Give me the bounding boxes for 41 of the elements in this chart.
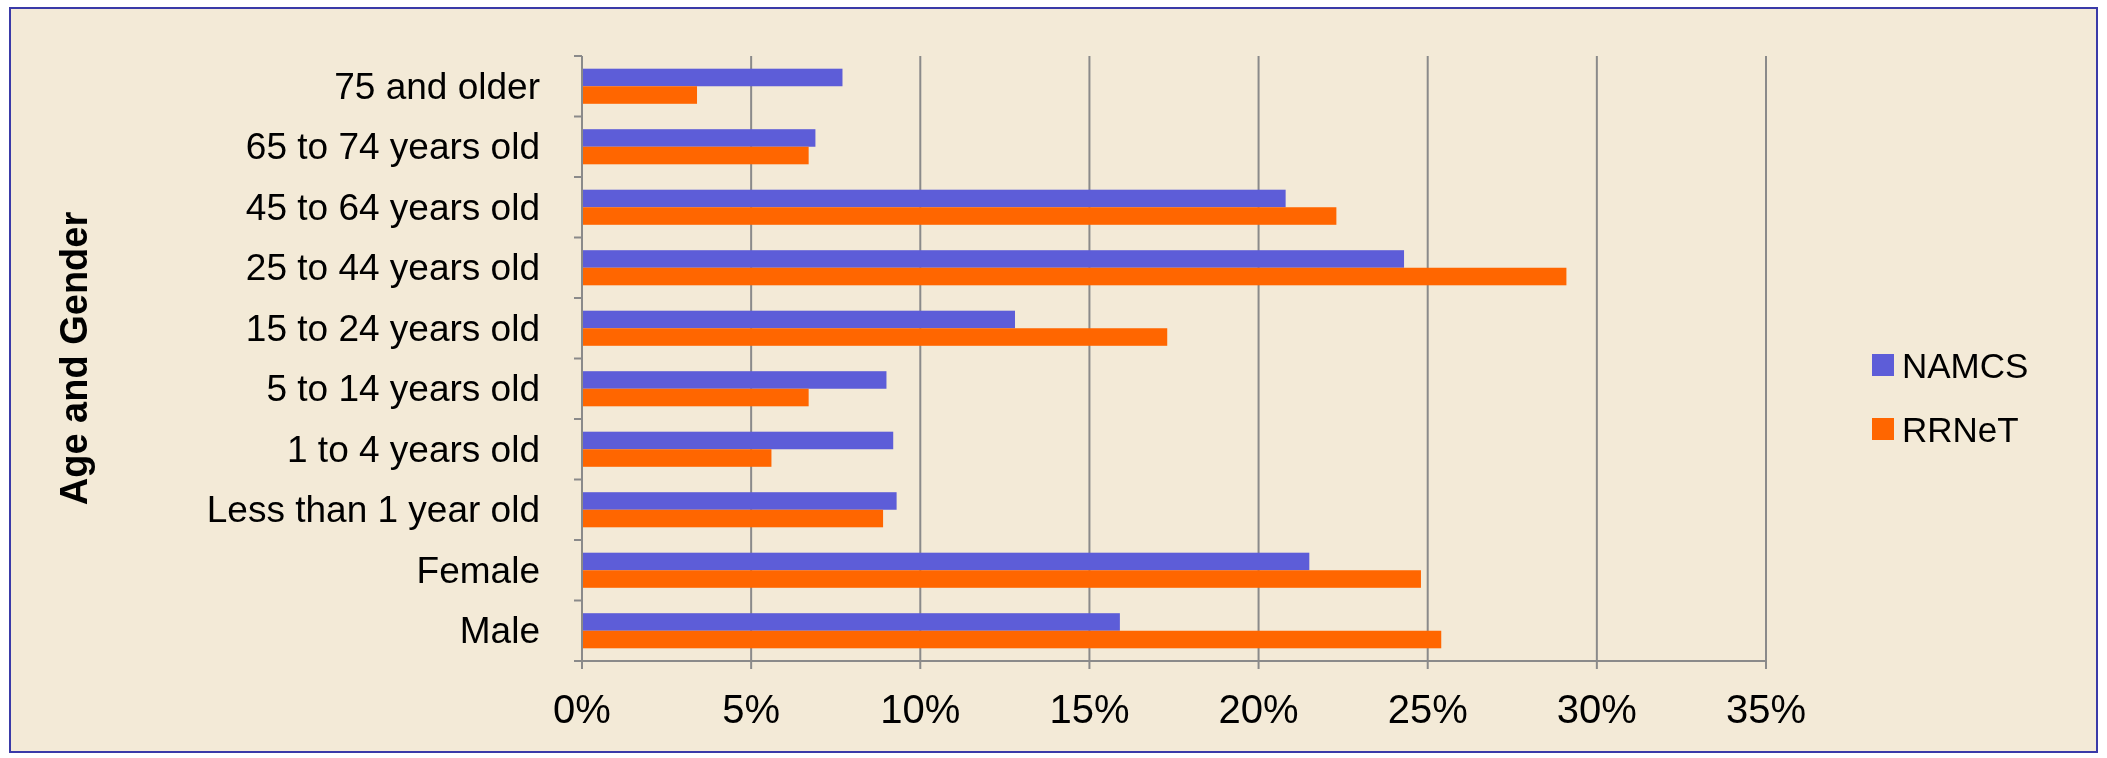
x-tick-label: 0% [553,687,611,731]
y-tick-label: Less than 1 year old [206,489,540,531]
bar [582,207,1337,225]
legend-label: NAMCS [1902,345,2029,385]
bar [582,613,1120,631]
x-tick-label: 10% [880,687,961,731]
legend-label: RRNeT [1902,409,2019,449]
x-tick-label: 25% [1387,687,1468,731]
x-tick-label: 5% [722,687,781,731]
bar [582,492,897,510]
x-tick-label: 20% [1218,687,1299,731]
bar [582,68,843,87]
x-tick-label: 35% [1725,687,1807,731]
bar [582,630,1442,649]
y-tick-label: 25 to 44 years old [245,247,540,289]
y-tick-label: 75 and older [334,65,540,107]
bar [582,388,809,407]
bar [582,146,809,165]
bar [582,552,1310,571]
y-tick-label: Male [459,610,540,652]
bar [582,570,1421,588]
bar [582,310,1016,329]
bar [582,129,816,147]
y-tick-label: 1 to 4 years old [287,428,540,470]
y-tick-label: 45 to 64 years old [245,186,540,228]
bar [582,189,1286,208]
bar [582,328,1168,346]
y-tick-label: 65 to 74 years old [245,126,540,168]
y-tick-label: 5 to 14 years old [266,368,540,410]
bar [582,431,894,450]
bar [582,250,1405,268]
x-tick-label: 15% [1049,687,1130,731]
x-tick-label: 30% [1556,687,1637,731]
bar [582,449,772,467]
y-tick-label: Female [416,549,540,591]
y-tick-label: 15 to 24 years old [245,307,540,349]
y-axis-title: Age and Gender [53,211,95,506]
bar [582,509,884,528]
bar [582,267,1567,286]
bar [582,371,887,389]
bar [582,86,698,104]
